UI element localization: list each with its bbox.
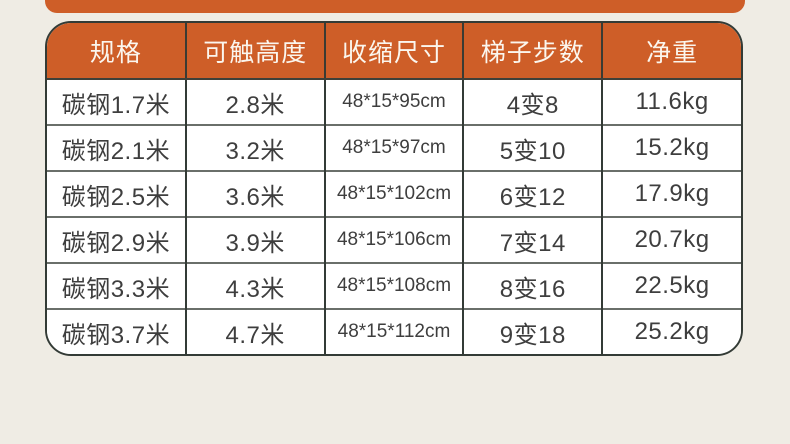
spec-table-body: 碳钢1.7米 2.8米 48*15*95cm 4变8 11.6kg 碳钢2.1米… [47, 79, 741, 354]
cell-spec: 碳钢2.1米 [47, 124, 186, 171]
cell-net-weight: 22.5kg [601, 262, 741, 309]
header-row: 规格 可触高度 收缩尺寸 梯子步数 净重 [47, 23, 741, 80]
product-spec-table: 规格 可触高度 收缩尺寸 梯子步数 净重 碳钢1.7米 2.8米 48*15*9… [47, 23, 741, 354]
cell-net-weight: 11.6kg [601, 79, 741, 125]
cell-net-weight: 15.2kg [601, 124, 741, 171]
cell-folded-size: 48*15*95cm [323, 79, 464, 125]
table-row: 碳钢2.5米 3.6米 48*15*102cm 6变12 17.9kg [47, 170, 741, 217]
cell-ladder-steps: 5变10 [462, 124, 603, 171]
header-cell-folded-size: 收缩尺寸 [323, 23, 464, 80]
cell-ladder-steps: 9变18 [462, 308, 603, 354]
spec-table-header: 规格 可触高度 收缩尺寸 梯子步数 净重 [47, 23, 741, 80]
table-row: 碳钢2.1米 3.2米 48*15*97cm 5变10 15.2kg [47, 124, 741, 171]
cell-folded-size: 48*15*108cm [323, 262, 464, 309]
cell-net-weight: 17.9kg [601, 170, 741, 217]
cell-folded-size: 48*15*106cm [323, 216, 464, 263]
cell-folded-size: 48*15*112cm [323, 308, 464, 354]
table-row: 碳钢2.9米 3.9米 48*15*106cm 7变14 20.7kg [47, 216, 741, 263]
cell-folded-size: 48*15*97cm [323, 124, 464, 171]
cell-spec: 碳钢2.5米 [47, 170, 186, 217]
table-row: 碳钢1.7米 2.8米 48*15*95cm 4变8 11.6kg [47, 79, 741, 125]
previous-section-bottom-strip [45, 0, 745, 13]
cell-reach-height: 2.8米 [184, 79, 325, 125]
header-cell-net-weight: 净重 [601, 23, 741, 80]
cell-ladder-steps: 8变16 [462, 262, 603, 309]
cell-reach-height: 4.3米 [184, 262, 325, 309]
header-cell-reach-height: 可触高度 [184, 23, 325, 80]
cell-ladder-steps: 7变14 [462, 216, 603, 263]
cell-spec: 碳钢2.9米 [47, 216, 186, 263]
header-cell-spec: 规格 [47, 23, 186, 80]
cell-reach-height: 3.9米 [184, 216, 325, 263]
table-row: 碳钢3.3米 4.3米 48*15*108cm 8变16 22.5kg [47, 262, 741, 309]
spec-table-container: 规格 可触高度 收缩尺寸 梯子步数 净重 碳钢1.7米 2.8米 48*15*9… [45, 21, 743, 356]
cell-spec: 碳钢3.7米 [47, 308, 186, 354]
cell-spec: 碳钢3.3米 [47, 262, 186, 309]
cell-ladder-steps: 4变8 [462, 79, 603, 125]
cell-net-weight: 20.7kg [601, 216, 741, 263]
cell-reach-height: 4.7米 [184, 308, 325, 354]
cell-net-weight: 25.2kg [601, 308, 741, 354]
cell-folded-size: 48*15*102cm [323, 170, 464, 217]
cell-spec: 碳钢1.7米 [47, 79, 186, 125]
cell-ladder-steps: 6变12 [462, 170, 603, 217]
header-cell-ladder-steps: 梯子步数 [462, 23, 603, 80]
cell-reach-height: 3.2米 [184, 124, 325, 171]
table-row: 碳钢3.7米 4.7米 48*15*112cm 9变18 25.2kg [47, 308, 741, 354]
cell-reach-height: 3.6米 [184, 170, 325, 217]
